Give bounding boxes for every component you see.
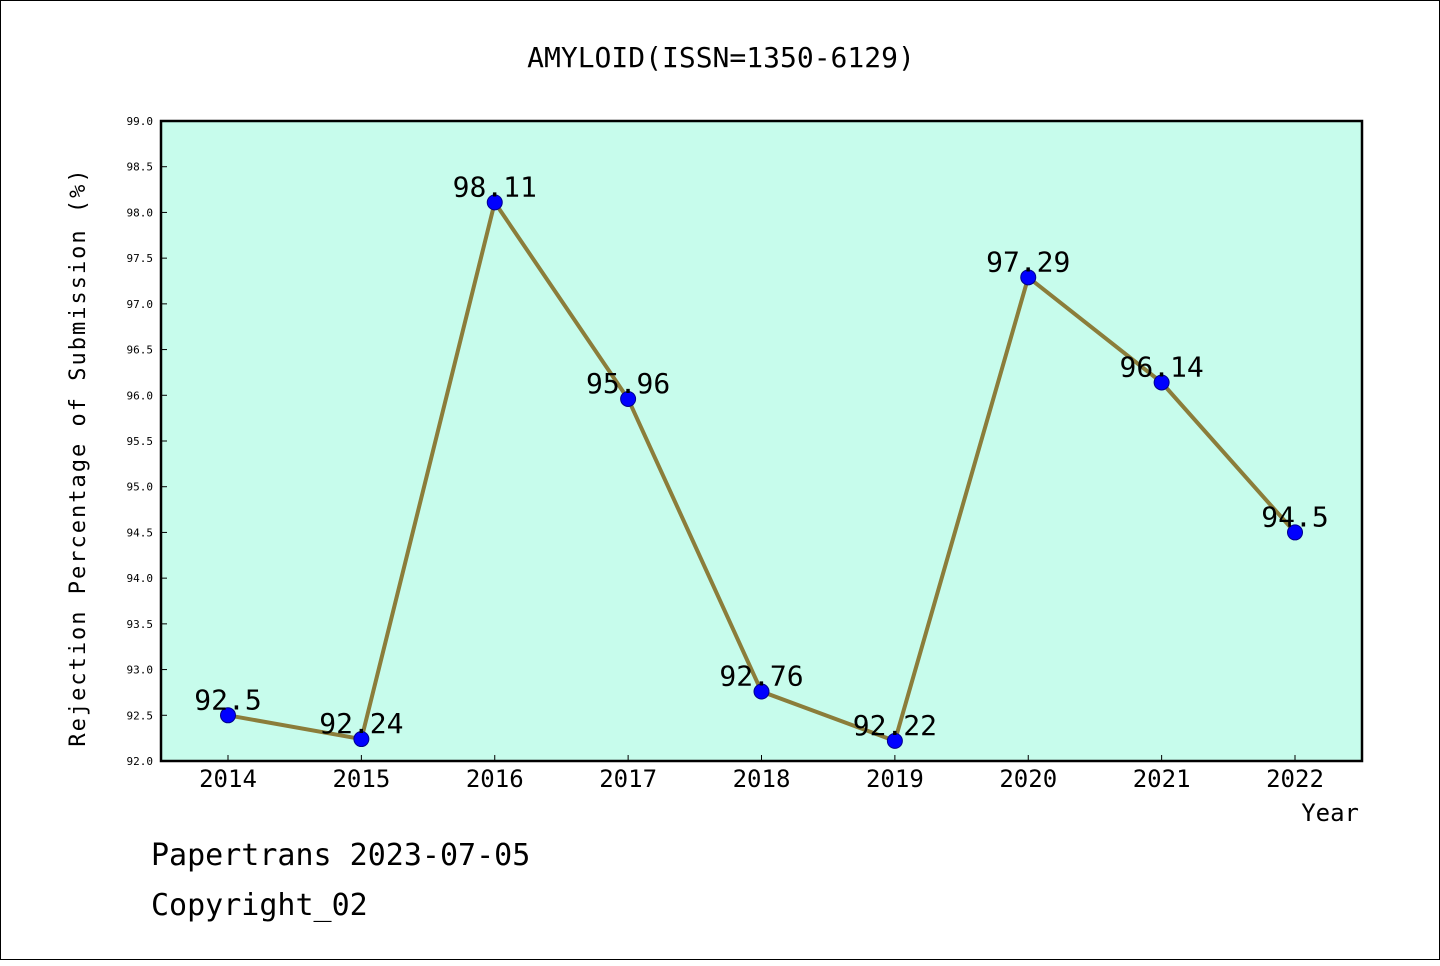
data-label: 92.24 (319, 707, 403, 740)
x-tick-label: 2018 (733, 765, 791, 793)
data-point (886, 732, 903, 749)
data-label: 92.22 (853, 709, 937, 742)
data-label: 92.5 (194, 683, 261, 716)
plot-area (159, 119, 1364, 763)
y-axis-label: Rejection Percentage of Submission (%) (66, 167, 91, 746)
y-tick-label: 95.5 (127, 435, 154, 448)
data-label: 96.14 (1119, 350, 1203, 383)
x-tick-label: 2015 (332, 765, 390, 793)
data-point (620, 390, 637, 407)
data-label: 95.96 (586, 367, 670, 400)
x-tick-label: 2019 (866, 765, 924, 793)
y-tick-label: 97.5 (127, 252, 154, 265)
chart-title: AMYLOID(ISSN=1350-6129) (527, 41, 915, 74)
x-tick-label: 2017 (599, 765, 657, 793)
data-point (353, 731, 370, 748)
data-point (753, 683, 770, 700)
x-tick-label: 2020 (999, 765, 1057, 793)
data-point (1287, 524, 1303, 541)
y-tick-label: 96.0 (127, 389, 154, 402)
y-tick-label: 98.0 (127, 206, 154, 219)
y-axis-ticks: 92.0 92.5 93.0 93.5 94.0 94.5 95.0 95.5 96.0 96.5… (127, 115, 167, 768)
footer-copyright: Copyright_02 (151, 888, 368, 923)
data-label: 97.29 (986, 245, 1070, 278)
x-tick-label: 2021 (1133, 765, 1191, 793)
y-tick-label: 92.5 (127, 709, 154, 722)
y-tick-label: 99.0 (127, 115, 154, 128)
data-labels: 92.5 92.24 98.11 95.96 92.76 92.22 97.29 96.14 9… (194, 170, 1328, 742)
footer-date: Papertrans 2023-07-05 (151, 838, 530, 873)
data-point (1020, 269, 1037, 286)
y-tick-label: 92.0 (127, 755, 154, 768)
x-axis-ticks: 2014 2015 2016 2017 2018 2019 2020 2021 2022 (199, 755, 1324, 793)
y-tick-label: 93.5 (127, 618, 154, 631)
y-tick-label: 94.0 (127, 572, 154, 585)
y-tick-label: 93.0 (127, 664, 154, 677)
y-tick-label: 95.0 (127, 481, 154, 494)
x-tick-label: 2014 (199, 765, 257, 793)
data-point (486, 194, 503, 211)
x-tick-label: 2016 (466, 765, 524, 793)
data-point (1153, 374, 1170, 391)
y-tick-label: 96.5 (127, 344, 154, 357)
data-label: 98.11 (453, 170, 537, 203)
data-label: 94.5 (1261, 500, 1328, 533)
y-tick-label: 98.5 (127, 161, 154, 174)
y-tick-label: 97.0 (127, 298, 154, 311)
y-tick-label: 94.5 (127, 526, 154, 539)
data-markers (220, 194, 1303, 749)
x-tick-label: 2022 (1266, 765, 1324, 793)
data-label: 92.76 (719, 660, 803, 693)
x-axis-label: Year (1301, 799, 1359, 827)
data-point (220, 707, 236, 724)
